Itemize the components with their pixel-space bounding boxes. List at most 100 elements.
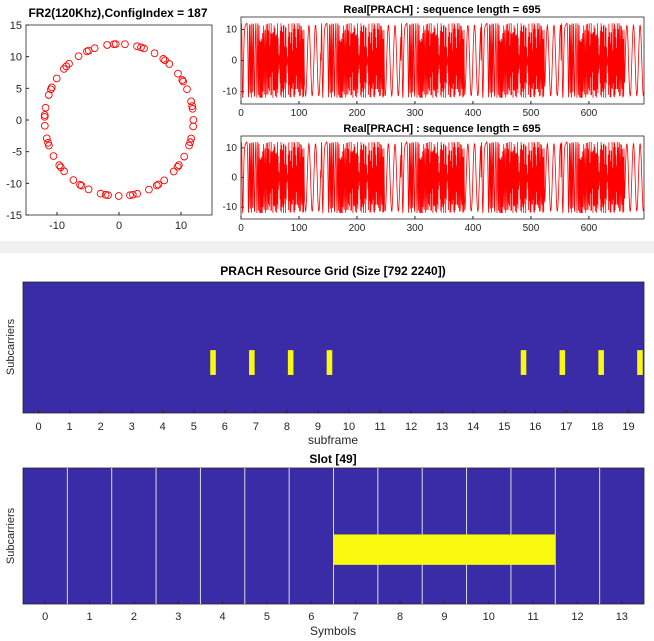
scatter-point — [126, 191, 134, 200]
x-tick-label: 4 — [220, 611, 226, 623]
scatter-point — [150, 49, 159, 58]
slot-panel: Slot [49] 0 1 2 3 4 5 6 7 8 9 10 11 12 13 Symbols Sub… — [5, 452, 645, 638]
scatter-point — [77, 181, 86, 190]
scatter-point — [169, 167, 178, 176]
scatter-point — [188, 102, 196, 110]
scatter-point — [49, 152, 58, 160]
x-tick-label: 200 — [349, 108, 366, 119]
x-tick-label: 7 — [253, 421, 259, 433]
active-prach-cell — [287, 350, 294, 375]
x-tick-label: 0 — [238, 108, 244, 119]
panel-separator — [0, 241, 654, 253]
x-tick-label: 16 — [529, 421, 541, 433]
x-tick-label: -10 — [49, 220, 65, 232]
scatter-point — [152, 181, 161, 190]
x-tick-label: 15 — [498, 421, 510, 433]
x-tick-label: 300 — [407, 223, 424, 234]
resource-grid-ticks: 0 1 2 3 4 5 6 7 8 9 10 11 12 13 14 15 16 17 18 19 — [35, 410, 635, 433]
x-tick-label: 3 — [129, 421, 135, 433]
scatter-point — [183, 85, 191, 94]
resource-grid-title: PRACH Resource Grid (Size [792 2240]) — [220, 264, 445, 278]
scatter-point — [52, 74, 61, 83]
scatter-point — [84, 185, 93, 194]
scatter-point — [179, 77, 188, 86]
x-tick-label: 1 — [67, 421, 73, 433]
x-tick-label: 5 — [264, 611, 270, 623]
active-prach-cell — [598, 350, 604, 375]
resource-grid-axes — [22, 281, 645, 414]
x-tick-label: 200 — [349, 223, 366, 234]
x-tick-label: 4 — [160, 421, 166, 433]
scatter-point — [188, 104, 197, 113]
constellation-panel: FR2(120Khz),ConfigIndex = 187 -10 0 10-15-… — [6, 6, 213, 232]
x-tick-label: 7 — [353, 611, 359, 623]
y-tick-label: 5 — [16, 83, 22, 95]
scatter-point — [180, 152, 189, 161]
y-tick-label: 15 — [10, 20, 22, 32]
scatter-point — [83, 47, 91, 56]
scatter-point — [187, 97, 195, 106]
x-tick-label: 600 — [581, 223, 598, 234]
active-prach-block — [333, 534, 556, 565]
x-tick-label: 10 — [343, 421, 355, 433]
slot-title: Slot [49] — [309, 452, 356, 466]
x-tick-label: 6 — [308, 611, 314, 623]
active-prach-cell — [326, 350, 333, 375]
prach-line-bottom-title: Real[PRACH] : sequence length = 695 — [343, 123, 540, 135]
x-tick-label: 9 — [315, 421, 321, 433]
constellation-axes — [25, 24, 213, 216]
scatter-point — [65, 59, 73, 68]
x-tick-label: 2 — [98, 421, 104, 433]
x-tick-label: 17 — [560, 421, 572, 433]
y-tick-label: 10 — [226, 24, 238, 35]
scatter-point — [160, 176, 169, 185]
x-tick-label: 10 — [175, 220, 187, 232]
scatter-point — [178, 76, 187, 84]
scatter-point — [185, 141, 193, 150]
scatter-point — [103, 41, 112, 49]
x-tick-label: 500 — [523, 223, 540, 234]
resource-grid-panel: PRACH Resource Grid (Size [792 2240]) 0 1… — [5, 264, 645, 447]
scatter-point — [174, 69, 182, 78]
prach-line-bottom-panel: Real[PRACH] : sequence length = 695 0 100… — [223, 123, 645, 234]
scatter-point — [41, 103, 50, 112]
scatter-point — [69, 176, 78, 184]
y-tick-label: 10 — [226, 143, 238, 154]
scatter-point — [44, 91, 53, 99]
scatter-point — [74, 52, 83, 61]
x-tick-label: 1 — [86, 611, 92, 623]
x-tick-label: 14 — [467, 421, 479, 433]
resource-grid-active-cells — [210, 350, 643, 375]
x-tick-label: 6 — [222, 421, 228, 433]
scatter-point — [55, 161, 64, 170]
scatter-point — [104, 191, 112, 200]
active-prach-cell — [249, 350, 255, 375]
scatter-point — [137, 43, 145, 52]
x-tick-label: 300 — [407, 108, 424, 119]
x-tick-label: 100 — [291, 223, 308, 234]
scatter-point — [186, 138, 195, 147]
x-tick-label: 0 — [116, 220, 122, 232]
scatter-point — [40, 121, 49, 130]
constellation-points — [40, 40, 198, 200]
scatter-point — [133, 189, 142, 198]
scatter-point — [121, 40, 129, 49]
x-tick-label: 0 — [35, 421, 41, 433]
scatter-point — [60, 167, 68, 176]
y-tick-label: -10 — [223, 202, 238, 213]
x-tick-label: 12 — [571, 611, 583, 623]
prach-line-top-panel: Real[PRACH] : sequence length = 695 0 100… — [223, 4, 645, 119]
x-tick-label: 18 — [591, 421, 603, 433]
x-tick-label: 11 — [374, 421, 385, 433]
x-tick-label: 10 — [483, 611, 495, 623]
x-tick-label: 400 — [465, 108, 482, 119]
scatter-point — [96, 189, 105, 198]
active-prach-cell — [559, 350, 566, 375]
x-tick-label: 0 — [42, 611, 48, 623]
y-tick-label: 0 — [231, 173, 237, 184]
scatter-point — [114, 192, 123, 200]
scatter-point — [62, 62, 71, 71]
prach-line-top-series — [240, 22, 645, 98]
constellation-ticks: -10 0 10 -15 -10 -5 0 5 10 15 — [6, 20, 187, 232]
scatter-point — [133, 42, 141, 51]
